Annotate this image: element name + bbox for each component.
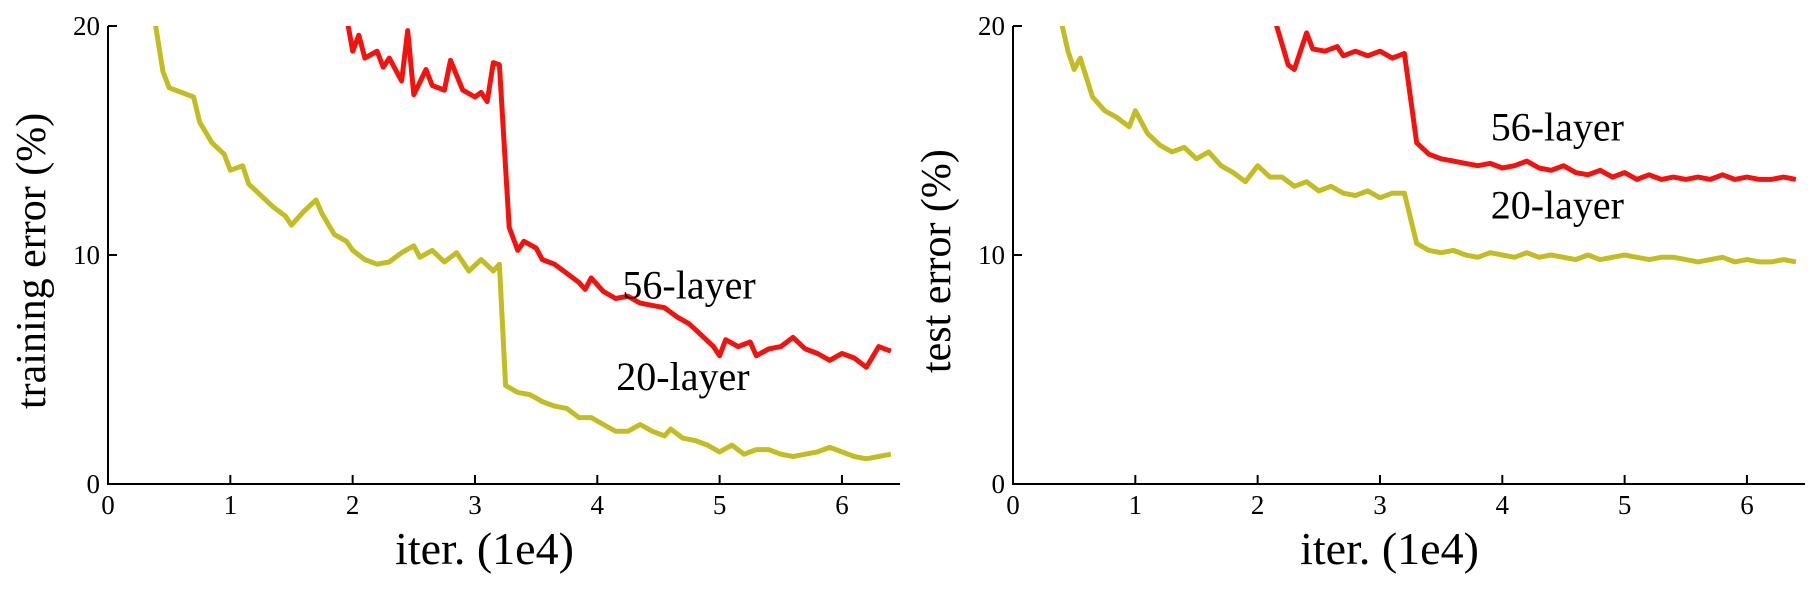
series-label-56-layer: 56-layer xyxy=(622,263,755,308)
training-error-x-axis-label: iter. (1e4) xyxy=(395,523,574,574)
x-tick-label: 1 xyxy=(224,490,238,520)
x-tick-label: 2 xyxy=(346,490,360,520)
chart-panel-test-error: test error (%) 0 1 2 3 4 5 6 0 10 20 56-layer 20-la… xyxy=(905,0,1810,614)
test-error-x-axis-label: iter. (1e4) xyxy=(1300,523,1479,574)
series-label-20-layer: 20-layer xyxy=(1491,182,1624,227)
y-tick-label: 20 xyxy=(978,11,1005,41)
x-tick-label: 3 xyxy=(1373,490,1387,520)
x-tick-label: 6 xyxy=(835,490,849,520)
x-tick-label: 4 xyxy=(1496,490,1510,520)
series-line-56-layer xyxy=(1274,26,1797,182)
x-tick-label: 3 xyxy=(468,490,482,520)
x-tick-label: 0 xyxy=(1006,490,1020,520)
x-tick-label: 6 xyxy=(1740,490,1754,520)
y-tick-label: 0 xyxy=(87,469,101,499)
series-label-56-layer: 56-layer xyxy=(1491,105,1624,150)
x-tick-label: 5 xyxy=(713,490,727,520)
training-error-y-axis-label: training error (%) xyxy=(9,112,55,410)
series-line-56-layer xyxy=(345,26,892,370)
test-error-plot: 0 1 2 3 4 5 6 0 10 20 56-layer 20-layer xyxy=(978,11,1805,520)
test-error-y-axis-label: test error (%) xyxy=(914,149,960,373)
series-line-20-layer xyxy=(153,26,892,462)
y-tick-label: 10 xyxy=(73,240,100,270)
training-error-plot: 0 1 2 3 4 5 6 0 10 20 56-layer 20-layer xyxy=(73,11,900,520)
series-line-20-layer xyxy=(1059,26,1797,265)
x-tick-label: 1 xyxy=(1129,490,1143,520)
x-tick-label: 4 xyxy=(591,490,605,520)
x-tick-label: 5 xyxy=(1618,490,1632,520)
y-tick-label: 0 xyxy=(992,469,1006,499)
series-label-20-layer: 20-layer xyxy=(616,354,749,399)
x-tick-label: 0 xyxy=(101,490,115,520)
chart-panel-training-error: training error (%) 0 1 2 3 4 5 6 0 10 20 56-layer 2… xyxy=(0,0,905,614)
y-tick-label: 10 xyxy=(978,240,1005,270)
x-tick-label: 2 xyxy=(1251,490,1265,520)
y-tick-label: 20 xyxy=(73,11,100,41)
